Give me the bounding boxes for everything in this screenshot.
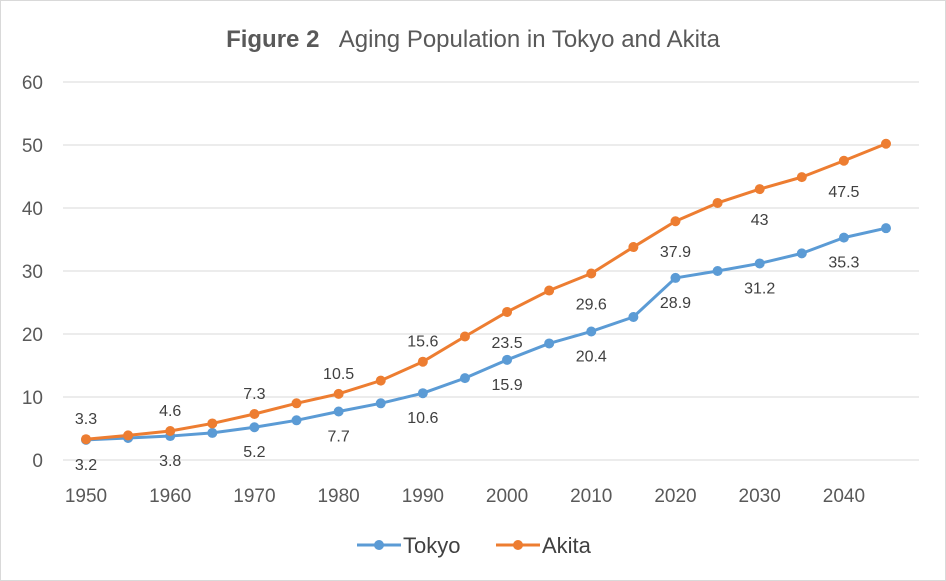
data-point-akita	[881, 138, 891, 149]
chart-title-prefix: Figure 2	[226, 26, 319, 53]
data-point-tokyo	[754, 258, 765, 269]
data-point-tokyo	[459, 373, 470, 384]
x-tick-label: 1990	[402, 486, 444, 507]
data-point-tokyo	[502, 354, 513, 365]
legend-label-tokyo: Tokyo	[403, 533, 460, 558]
legend-marker-akita	[513, 540, 523, 550]
data-point-akita	[123, 430, 134, 441]
data-label-tokyo: 5.2	[243, 444, 265, 461]
y-tick-label: 30	[22, 262, 43, 283]
data-label-akita: 4.6	[159, 403, 181, 420]
data-label-akita: 47.5	[828, 184, 859, 201]
x-tick-label: 2000	[486, 486, 528, 507]
data-label-akita: 37.9	[660, 244, 691, 261]
data-label-tokyo: 31.2	[744, 280, 775, 297]
data-point-akita	[333, 388, 344, 399]
y-tick-label: 10	[22, 388, 43, 409]
data-label-tokyo: 20.4	[576, 348, 607, 365]
data-label-akita: 10.5	[323, 366, 354, 383]
data-label-tokyo: 10.6	[407, 410, 438, 427]
data-point-akita	[207, 418, 218, 429]
data-label-akita: 43	[751, 212, 769, 229]
data-label-akita: 7.3	[243, 386, 265, 403]
data-point-tokyo	[586, 326, 597, 337]
data-point-akita	[544, 285, 555, 296]
data-label-akita: 15.6	[407, 334, 438, 351]
data-point-akita	[81, 434, 91, 445]
x-tick-label: 1950	[65, 486, 107, 507]
series-line-tokyo	[85, 226, 887, 442]
data-label-akita: 29.6	[576, 297, 607, 314]
legend-label-akita: Akita	[542, 533, 592, 558]
x-tick-label: 2020	[654, 486, 696, 507]
y-tick-label: 60	[22, 73, 43, 94]
data-point-akita	[249, 409, 260, 420]
data-label-tokyo: 3.2	[75, 457, 97, 474]
data-label-tokyo: 7.7	[328, 428, 350, 445]
data-point-tokyo	[291, 415, 302, 426]
data-point-akita	[838, 155, 849, 166]
chart-title: Figure 2 Aging Population in Tokyo and A…	[226, 26, 721, 53]
series-layer	[81, 138, 891, 445]
y-tick-label: 0	[32, 451, 43, 472]
data-point-akita	[375, 375, 386, 386]
x-axis-ticks: 1950 1960 1970 1980 1990 2000 2010 2020 2030 2040	[65, 486, 865, 507]
data-point-akita	[712, 197, 723, 208]
data-point-tokyo	[417, 388, 428, 399]
data-point-tokyo	[333, 406, 344, 417]
data-point-tokyo	[628, 311, 639, 322]
series-line-akita	[85, 142, 887, 441]
data-point-tokyo	[838, 232, 849, 243]
x-tick-label: 2030	[739, 486, 781, 507]
data-point-akita	[291, 398, 302, 409]
data-point-akita	[670, 216, 681, 227]
data-point-tokyo	[544, 338, 555, 349]
data-label-tokyo: 28.9	[660, 295, 691, 312]
data-label-tokyo: 35.3	[828, 255, 859, 272]
data-point-akita	[165, 426, 176, 437]
y-tick-label: 20	[22, 325, 43, 346]
legend-marker-tokyo	[374, 540, 384, 550]
data-point-akita	[417, 356, 428, 367]
data-point-tokyo	[249, 422, 260, 433]
legend: Tokyo Akita	[357, 533, 592, 558]
data-point-akita	[754, 184, 765, 195]
data-point-tokyo	[670, 272, 681, 283]
data-point-akita	[586, 268, 597, 279]
data-point-tokyo	[881, 223, 891, 234]
x-tick-label: 2010	[570, 486, 612, 507]
y-tick-label: 50	[22, 136, 43, 157]
x-tick-label: 1970	[233, 486, 275, 507]
data-point-akita	[628, 242, 639, 253]
gridlines	[63, 81, 919, 461]
x-tick-label: 1980	[317, 486, 359, 507]
data-point-tokyo	[796, 248, 807, 259]
chart-title-main: Aging Population in Tokyo and Akita	[339, 26, 721, 53]
data-label-tokyo: 15.9	[491, 377, 522, 394]
data-label-tokyo: 3.8	[159, 453, 181, 470]
data-point-tokyo	[712, 266, 723, 276]
y-tick-label: 40	[22, 199, 43, 220]
y-axis-ticks: 0 10 20 30 40 50 60	[22, 73, 43, 472]
data-label-akita: 3.3	[75, 411, 97, 428]
data-point-tokyo	[207, 427, 218, 438]
data-point-tokyo	[375, 398, 386, 409]
data-labels: 3.2 3.8 5.2 7.7 10.6 15.9 20.4 28.9 31.2 35.3 3.3 4…	[75, 184, 860, 474]
data-label-akita: 23.5	[491, 335, 522, 352]
data-point-akita	[502, 306, 513, 317]
data-point-akita	[796, 172, 807, 183]
data-point-akita	[459, 331, 470, 342]
x-tick-label: 1960	[149, 486, 191, 507]
x-tick-label: 2040	[823, 486, 865, 507]
